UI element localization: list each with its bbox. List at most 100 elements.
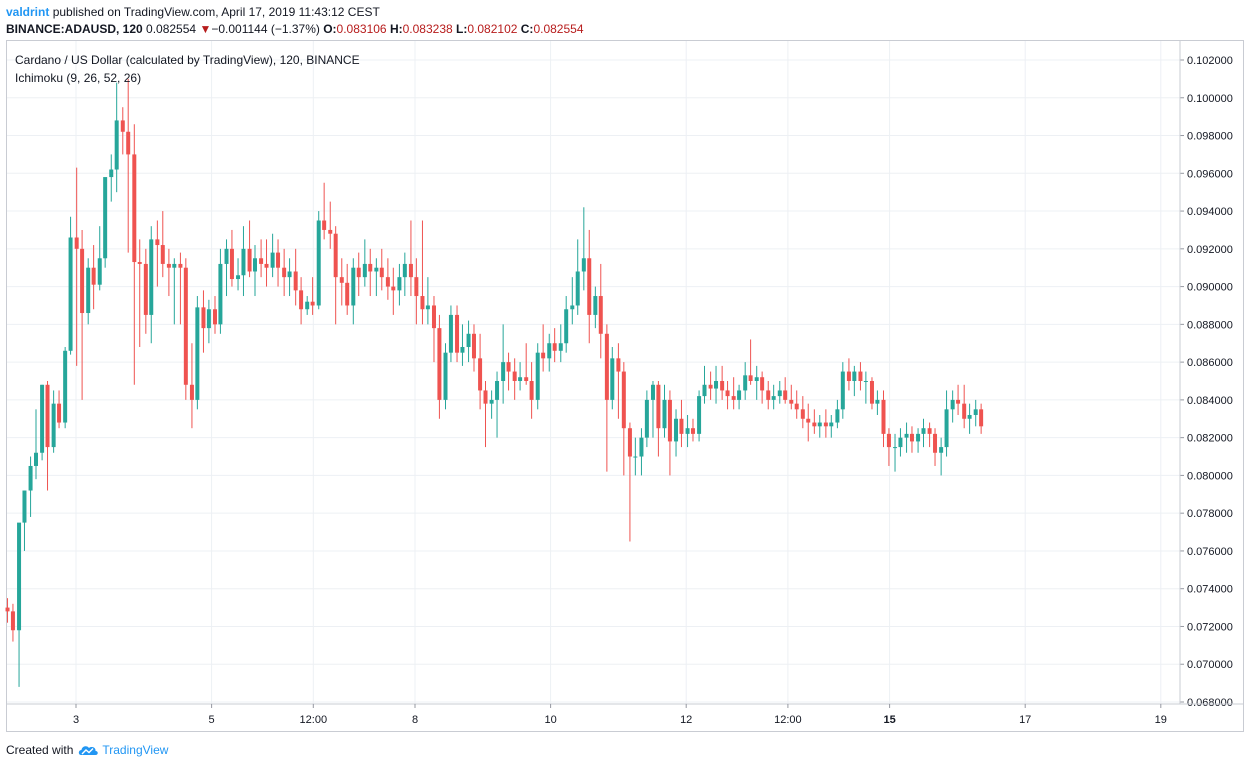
ohlc-line: BINANCE:ADAUSD, 120 0.082554 ▼−0.001144 … xyxy=(6,22,584,36)
candle-down xyxy=(886,428,891,466)
candle-down xyxy=(979,403,984,434)
candle-up xyxy=(535,343,540,410)
x-tick-label: 17 xyxy=(1019,714,1031,726)
candle-down xyxy=(869,377,874,410)
candle-down xyxy=(166,248,171,297)
candle-body xyxy=(627,428,632,457)
candle-body xyxy=(478,358,483,391)
candle-body xyxy=(385,277,390,287)
price-change: −0.001144 (−1.37%) xyxy=(211,22,320,36)
candle-body xyxy=(909,433,914,442)
candle-body xyxy=(195,307,200,400)
chart-legend-title: Cardano / US Dollar (calculated by Tradi… xyxy=(15,53,360,67)
candle-body xyxy=(316,220,321,306)
candle-up xyxy=(939,437,944,476)
candle-down xyxy=(160,211,165,278)
chart-grid xyxy=(7,41,1180,704)
candle-body xyxy=(570,305,575,310)
candle-body xyxy=(524,377,529,381)
y-tick-label: 0.074000 xyxy=(1187,584,1233,596)
candle-body xyxy=(379,267,384,278)
candle-body xyxy=(86,267,91,314)
candle-body xyxy=(541,352,546,359)
candle-body xyxy=(460,347,465,353)
candle-body xyxy=(109,169,114,178)
candle-body xyxy=(835,409,840,423)
candle-up xyxy=(218,248,223,334)
candle-down xyxy=(616,343,621,419)
candle-body xyxy=(368,263,373,272)
candle-down xyxy=(806,403,811,442)
open-label: O: xyxy=(323,22,337,36)
candle-body xyxy=(431,305,436,329)
candle-body xyxy=(206,309,211,329)
candle-body xyxy=(276,252,281,268)
candle-down xyxy=(391,267,396,315)
indicator-legend[interactable]: Ichimoku (9, 26, 52, 26) xyxy=(15,71,142,85)
candle-down xyxy=(529,362,534,419)
candle-body xyxy=(979,409,984,427)
candle-body xyxy=(91,267,96,285)
candle-down xyxy=(74,167,79,366)
candle-down xyxy=(552,328,557,363)
candle-body xyxy=(22,490,27,523)
x-tick-label: 8 xyxy=(412,714,418,726)
candle-up xyxy=(33,409,38,480)
author-name[interactable]: valdrint xyxy=(6,5,50,19)
candle-down xyxy=(812,409,817,434)
candle-down xyxy=(420,220,425,325)
candle-body xyxy=(697,396,702,434)
candle-down xyxy=(506,352,511,391)
x-tick-label: 12:00 xyxy=(300,714,328,726)
candle-up xyxy=(921,418,926,448)
candle-body xyxy=(898,437,903,448)
x-tick-label: 12 xyxy=(680,714,692,726)
candle-up xyxy=(86,258,91,325)
candle-up xyxy=(206,299,211,344)
candle-up xyxy=(305,296,310,315)
candle-up xyxy=(662,384,667,438)
x-tick-label: 15 xyxy=(883,714,895,726)
candle-body xyxy=(777,390,782,397)
candle-down xyxy=(720,365,725,400)
candle-body xyxy=(172,263,177,268)
candle-body xyxy=(160,245,165,264)
candle-up xyxy=(829,414,834,438)
candle-up xyxy=(374,258,379,297)
candle-body xyxy=(120,120,125,132)
candle-down xyxy=(667,390,672,476)
candle-up xyxy=(460,324,465,366)
x-tick-label: 19 xyxy=(1155,714,1167,726)
candle-down xyxy=(183,258,188,400)
candle-down xyxy=(858,362,863,391)
y-tick-label: 0.084000 xyxy=(1187,395,1233,407)
candle-body xyxy=(397,277,402,291)
candle-down xyxy=(132,124,137,385)
candle-body xyxy=(817,422,822,427)
candle-up xyxy=(564,296,569,353)
candle-body xyxy=(351,267,356,306)
candle-body xyxy=(17,522,22,631)
candle-body xyxy=(893,447,898,449)
candle-body xyxy=(178,263,183,268)
candle-body xyxy=(708,384,713,389)
candle-up xyxy=(40,384,45,461)
candle-body xyxy=(414,277,419,297)
candle-down xyxy=(178,252,183,325)
candle-up xyxy=(270,233,275,278)
candle-up xyxy=(236,258,241,291)
candle-body xyxy=(252,258,257,272)
low-label: L: xyxy=(456,22,468,36)
time-axis: 3 5 12:00 8 10 12 12:00 15 17 19 xyxy=(7,703,1243,726)
candle-body xyxy=(183,267,188,385)
candle-up xyxy=(195,296,200,410)
candle-down xyxy=(293,248,298,306)
candle-down xyxy=(126,78,131,253)
candle-body xyxy=(495,381,500,400)
candle-body xyxy=(720,381,725,391)
y-tick-label: 0.072000 xyxy=(1187,621,1233,633)
candle-down xyxy=(725,381,730,410)
candle-down xyxy=(823,409,828,438)
tradingview-brand[interactable]: TradingView xyxy=(102,743,169,757)
